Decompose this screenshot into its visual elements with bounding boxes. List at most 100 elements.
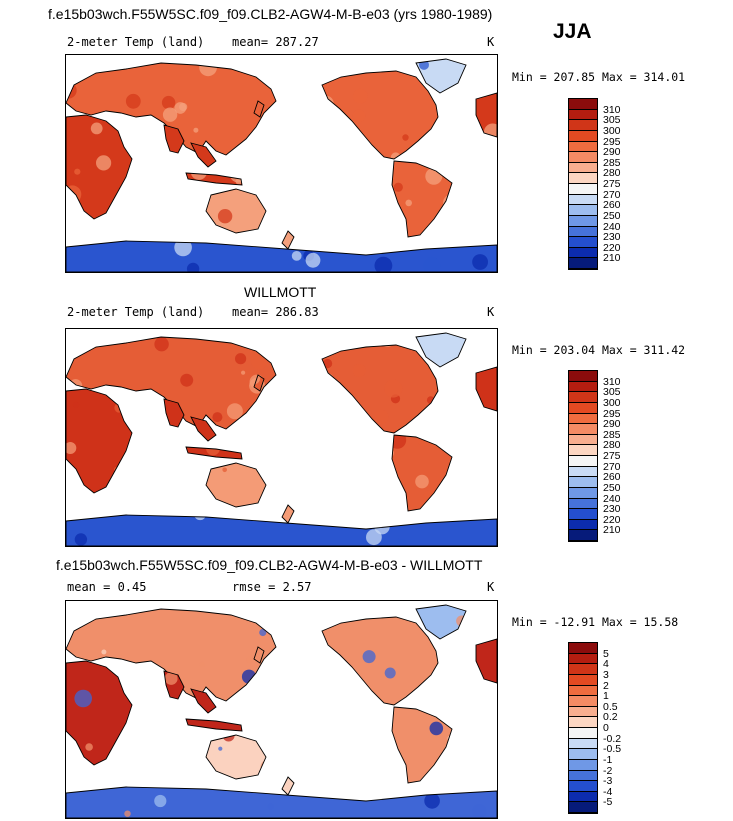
colorbar-tick-label: 0 (603, 722, 609, 734)
panel1-units-label: K (487, 35, 495, 49)
colorbar-swatch (569, 674, 597, 686)
colorbar-tick-label: 270 (603, 188, 621, 201)
colorbar-tick-label: -4 (603, 785, 613, 798)
colorbar-swatch (569, 381, 597, 393)
colorbar-tick-label: 310 (603, 103, 621, 116)
colorbar-tick-label: 300 (603, 124, 621, 137)
colorbar-tick-label: 280 (603, 167, 621, 180)
colorbar-swatch (569, 99, 597, 110)
colorbar-swatch (569, 371, 597, 382)
colorbar-swatch (569, 173, 597, 184)
panel2-variable-label: 2-meter Temp (land) (67, 305, 205, 319)
colorbar-tick-label: 250 (603, 481, 621, 494)
colorbar-tick-label: 0.2 (603, 711, 618, 724)
colorbar-tick-label: 305 (603, 386, 621, 399)
landmass-africa (66, 661, 132, 765)
landmass-samerica (392, 435, 452, 511)
colorbar-swatch (569, 685, 597, 697)
landmass-samerica (392, 161, 452, 237)
landmass-nz (282, 777, 294, 795)
colorbar-tick-label: 2 (603, 679, 609, 692)
colorbar-swatch (569, 802, 597, 813)
colorbar-swatch (569, 141, 597, 153)
panel1-map (65, 54, 498, 273)
colorbar-swatch (569, 120, 597, 131)
landmass-japan (254, 101, 264, 117)
colorbar-swatch (569, 717, 597, 728)
colorbar-swatch (569, 706, 597, 718)
colorbar-tick-label: 230 (603, 503, 621, 516)
colorbar-tick-label: 295 (603, 135, 621, 148)
landmass-namerica (322, 345, 438, 433)
landmass-eurasia (66, 337, 276, 429)
landmass-europe_w (476, 639, 497, 683)
colorbar-swatch (569, 749, 597, 760)
colorbar-swatch (569, 696, 597, 707)
colorbar-tick-label: 285 (603, 428, 621, 441)
colorbar-swatch (569, 237, 597, 248)
colorbar-swatch (569, 162, 597, 174)
landmass-namerica (322, 617, 438, 705)
colorbar-swatch (569, 226, 597, 238)
colorbar-swatch (569, 487, 597, 499)
panel2-minmax-label: Min = 203.04 Max = 311.42 (512, 343, 686, 357)
colorbar-tick-label: 290 (603, 146, 621, 159)
colorbar-swatch (569, 205, 597, 216)
colorbar-tick-label: 260 (603, 471, 621, 484)
colorbar-swatch (569, 247, 597, 259)
landmass-japan (254, 647, 264, 663)
colorbar-swatch (569, 109, 597, 121)
colorbar-swatch (569, 152, 597, 163)
landmass-samerica (392, 707, 452, 783)
landmass-antarctica (66, 515, 497, 546)
colorbar-swatch (569, 791, 597, 803)
colorbar-swatch (569, 477, 597, 488)
colorbar-tick-label: 305 (603, 114, 621, 127)
landmass-australia (206, 189, 266, 233)
colorbar-swatch (569, 456, 597, 467)
panel3-units-label: K (487, 580, 495, 594)
panel2-section-title: WILLMOTT (244, 284, 317, 300)
panel1-mean-label: mean= 287.27 (232, 35, 319, 49)
colorbar-tick-label: 310 (603, 375, 621, 388)
world-map-svg (66, 604, 497, 818)
landmass-seasia (191, 143, 216, 167)
colorbar-tick-label: 275 (603, 178, 621, 190)
colorbar-swatch (569, 781, 597, 792)
colorbar-swatch (569, 402, 597, 414)
colorbar-tick-label: 5 (603, 647, 609, 660)
colorbar-swatch (569, 215, 597, 227)
landmass-seasia (191, 689, 216, 713)
panel3-section-title: f.e15b03wch.F55W5SC.f09_f09.CLB2-AGW4-M-… (56, 557, 483, 573)
landmass-japan (254, 375, 264, 391)
colorbar-tick-label: 250 (603, 209, 621, 222)
landmass-seasia (191, 417, 216, 441)
landmass-europe_w (476, 367, 497, 411)
colorbar-tick-label: 220 (603, 513, 621, 526)
colorbar-tick-label: 240 (603, 492, 621, 505)
season-label: JJA (553, 20, 592, 43)
world-map-svg (66, 58, 497, 272)
panel2-units-label: K (487, 305, 495, 319)
colorbar-swatch (569, 770, 597, 782)
colorbar-tick-label: 280 (603, 439, 621, 452)
colorbar-tick-label: -3 (603, 775, 613, 788)
panel1-variable-label: 2-meter Temp (land) (67, 35, 205, 49)
colorbar-swatch (569, 413, 597, 425)
colorbar-tick-label: -5 (603, 796, 613, 809)
colorbar-tick-label: -0.2 (603, 732, 622, 745)
colorbar-tick-label: 4 (603, 658, 609, 671)
colorbar-tick-label: 230 (603, 231, 621, 244)
landmass-nz (282, 505, 294, 523)
panel3-mean-label: mean = 0.45 (67, 580, 147, 594)
colorbar-tick-label: 295 (603, 407, 621, 420)
colorbar-swatch (569, 434, 597, 446)
colorbar-swatch (569, 728, 597, 739)
colorbar-tick-label: 210 (603, 524, 621, 537)
landmass-australia (206, 735, 266, 779)
landmass-namerica (322, 71, 438, 159)
colorbar-swatch (569, 130, 597, 142)
colorbar-tick-label: 260 (603, 199, 621, 212)
colorbar-swatch (569, 653, 597, 665)
colorbar-tick-label: 290 (603, 418, 621, 431)
